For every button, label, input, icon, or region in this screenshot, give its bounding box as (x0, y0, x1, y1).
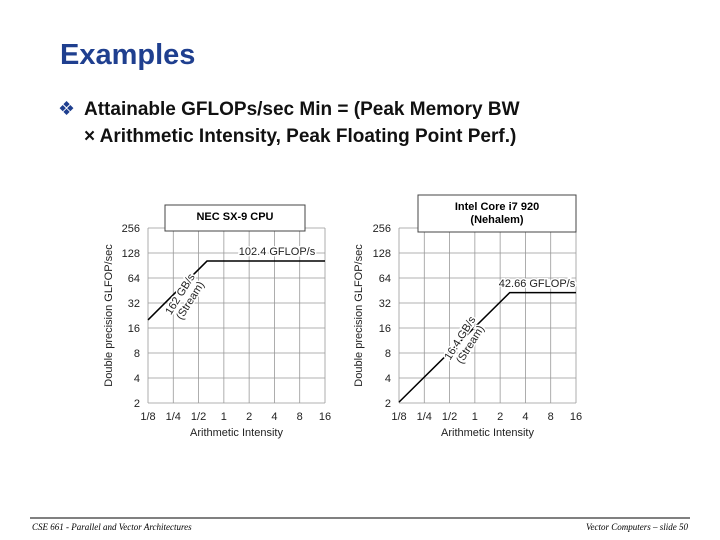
x-tick-label: 1/2 (191, 411, 206, 423)
y-tick-label: 8 (385, 348, 391, 360)
y-tick-label: 16 (128, 323, 140, 335)
x-tick-label: 1/8 (391, 411, 406, 423)
x-tick-label: 1 (221, 411, 227, 423)
y-tick-label: 32 (128, 298, 140, 310)
annotation: 42.66 GFLOP/s (499, 278, 576, 290)
y-tick-label: 2 (385, 398, 391, 410)
roofline (147, 260, 325, 321)
x-tick-label: 1/4 (166, 411, 181, 423)
y-tick-label: 2 (134, 398, 140, 410)
y-tick-label: 64 (379, 273, 391, 285)
x-tick-label: 1/4 (417, 411, 432, 423)
x-tick-label: 1/8 (140, 411, 155, 423)
chart-title: NEC SX-9 CPU (196, 211, 273, 223)
y-tick-label: 256 (373, 223, 391, 235)
annotation: 102.4 GFLOP/s (239, 246, 316, 258)
chart-title: (Nehalem) (470, 214, 524, 226)
footer-right: Vector Computers – slide 50 (586, 522, 688, 532)
x-axis-label: Arithmetic Intensity (190, 427, 283, 439)
y-axis-label: Double precision GLFOP/sec (103, 244, 115, 387)
y-tick-label: 64 (128, 273, 140, 285)
x-tick-label: 1 (472, 411, 478, 423)
title-box (164, 204, 306, 232)
x-tick-label: 1/2 (442, 411, 457, 423)
x-tick-label: 8 (297, 411, 303, 423)
footer-left: CSE 661 - Parallel and Vector Architectu… (32, 522, 192, 532)
y-tick-label: 4 (385, 373, 391, 385)
y-tick-label: 128 (122, 248, 140, 260)
slide-title: Examples (60, 39, 195, 71)
y-tick-label: 16 (379, 323, 391, 335)
x-tick-label: 2 (497, 411, 503, 423)
x-axis-label: Arithmetic Intensity (441, 427, 534, 439)
x-tick-label: 4 (522, 411, 528, 423)
y-tick-label: 256 (122, 223, 140, 235)
y-tick-label: 4 (134, 373, 140, 385)
x-tick-label: 16 (570, 411, 582, 423)
y-tick-label: 128 (373, 248, 391, 260)
x-tick-label: 2 (246, 411, 252, 423)
x-tick-label: 8 (548, 411, 554, 423)
chart-title: Intel Core i7 920 (455, 201, 539, 213)
roofline (398, 291, 576, 403)
bullet-text: × Arithmetic Intensity, Peak Floating Po… (84, 126, 516, 147)
x-tick-label: 4 (271, 411, 277, 423)
bullet-text: Attainable GFLOPs/sec Min = (Peak Memory… (84, 99, 520, 120)
y-tick-label: 32 (379, 298, 391, 310)
y-tick-label: 8 (134, 348, 140, 360)
bullet-icon: ❖ (58, 99, 75, 120)
y-axis-label: Double precision GLFOP/sec (353, 244, 365, 387)
title-box (417, 194, 577, 233)
x-tick-label: 16 (319, 411, 331, 423)
